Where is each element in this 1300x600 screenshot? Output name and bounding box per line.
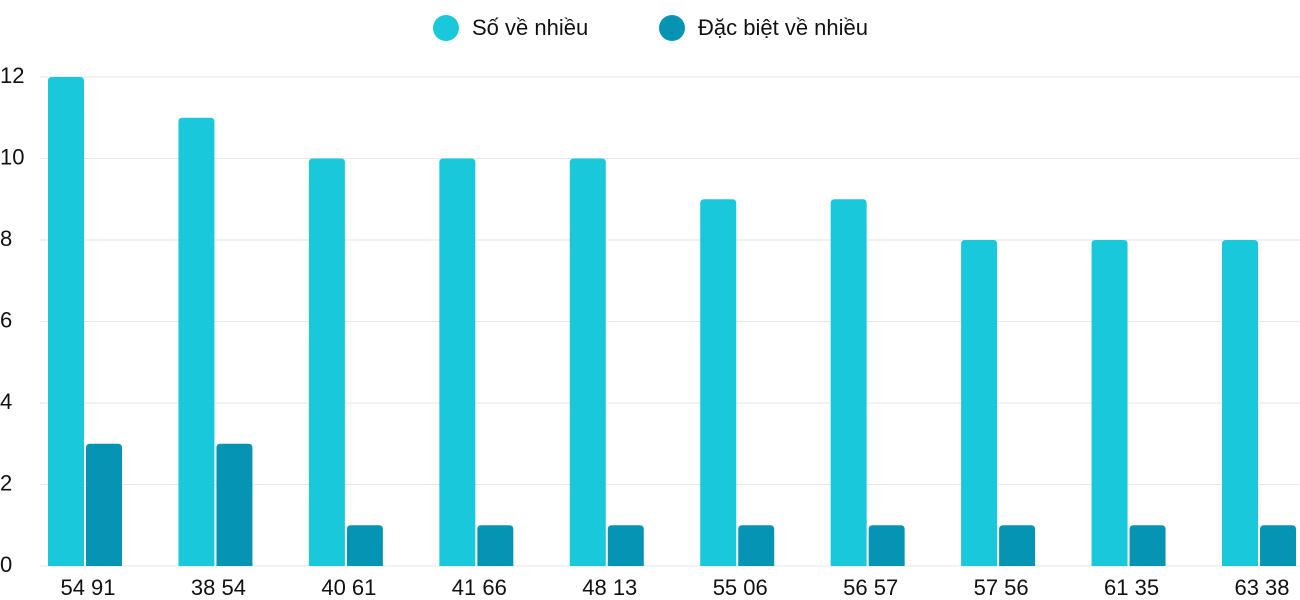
legend-marker <box>433 15 459 41</box>
y-tick-label: 0 <box>0 552 12 577</box>
bar <box>308 158 345 566</box>
bar <box>48 77 84 566</box>
x-tick-label: 40 61 <box>321 575 376 600</box>
bar <box>477 525 514 566</box>
bar <box>961 240 998 566</box>
x-tick-label: 61 35 <box>1104 575 1159 600</box>
bar <box>1129 525 1166 566</box>
legend-marker <box>659 15 685 41</box>
bar <box>1091 240 1128 566</box>
bar <box>607 525 644 566</box>
bar <box>868 525 905 566</box>
bar <box>738 525 775 566</box>
legend-label: Số về nhiều <box>472 15 588 40</box>
y-tick-label: 4 <box>0 389 12 414</box>
bar <box>178 117 215 566</box>
legend-label: Đặc biệt về nhiều <box>698 15 868 40</box>
x-tick-label: 55 06 <box>713 575 768 600</box>
x-tick-label: 56 57 <box>843 575 898 600</box>
y-tick-label: 10 <box>0 144 24 169</box>
bar <box>569 158 606 566</box>
bar <box>439 158 476 566</box>
x-tick-label: 54 91 <box>60 575 115 600</box>
y-tick-label: 12 <box>0 63 24 88</box>
y-tick-label: 8 <box>0 226 12 251</box>
bar <box>830 199 867 566</box>
x-tick-label: 57 56 <box>974 575 1029 600</box>
x-tick-label: 38 54 <box>191 575 246 600</box>
bar <box>216 443 253 566</box>
bar <box>1222 240 1258 566</box>
y-tick-label: 6 <box>0 307 12 332</box>
bar <box>999 525 1036 566</box>
bar <box>700 199 737 566</box>
x-tick-label: 63 38 <box>1234 575 1289 600</box>
bar <box>1260 525 1296 566</box>
bar <box>346 525 383 566</box>
x-tick-label: 41 66 <box>452 575 507 600</box>
bar <box>86 443 122 566</box>
x-tick-label: 48 13 <box>582 575 637 600</box>
y-tick-label: 2 <box>0 470 12 495</box>
